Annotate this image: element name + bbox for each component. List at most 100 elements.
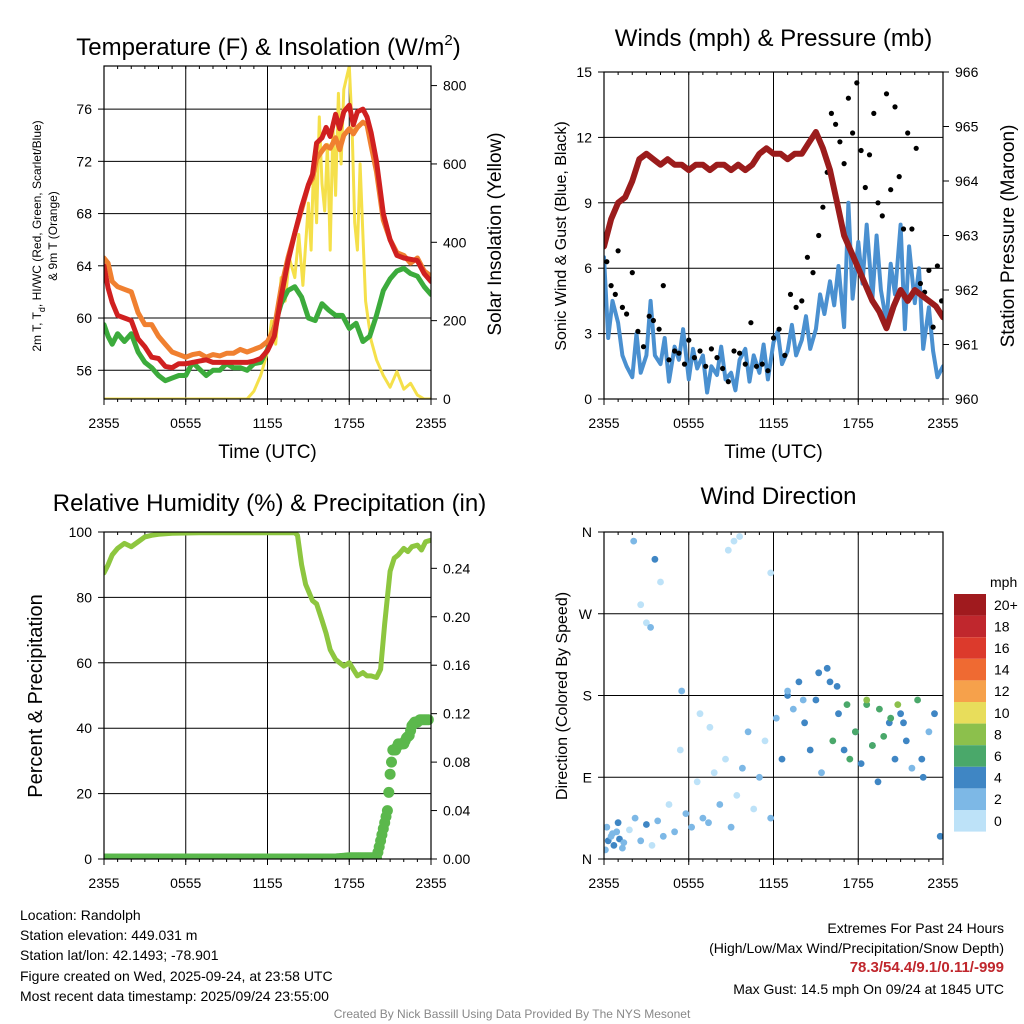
direction-point <box>647 624 654 631</box>
direction-point <box>733 792 741 799</box>
chart-panel-3: 2355 0555 1155 1755 2355 0 20 40 60 80 100 0.00 0.04… <box>25 490 486 891</box>
direction-point <box>705 819 712 827</box>
y-tick-label-left: 68 <box>76 206 92 222</box>
gust-point <box>666 357 672 363</box>
gust-point <box>608 283 614 289</box>
y-tick-label-left: E <box>583 769 592 785</box>
x-tick-label: 0555 <box>673 415 704 431</box>
y-tick-label-right: 0.04 <box>443 803 470 819</box>
gust-point <box>676 350 682 356</box>
direction-point <box>682 810 690 817</box>
plot-frame <box>603 71 944 400</box>
y-axis-label-left: Direction (Colored By Speed) <box>554 592 571 800</box>
chart-title: Wind Direction <box>700 483 856 510</box>
direction-point <box>736 533 743 540</box>
gust-point <box>930 324 936 330</box>
direction-point <box>706 723 714 731</box>
created-text: Figure created on Wed, 2025-09-24, at 23… <box>20 967 333 984</box>
colorbar: mph 20+ 18 16 14 12 10 8 6 4 2 0 <box>954 574 1018 832</box>
gust-point <box>619 304 626 310</box>
y-tick-label-left: 72 <box>76 153 92 169</box>
direction-point <box>806 746 814 754</box>
precip-point <box>384 768 396 780</box>
colorbar-swatch <box>954 702 986 724</box>
gust-point <box>875 200 881 206</box>
extremes-box: Extremes For Past 24 Hours (High/Low/Max… <box>709 918 1004 999</box>
y-tick-label-left: 56 <box>76 362 92 378</box>
y-tick-label-right: 800 <box>443 78 467 94</box>
gust-point <box>656 326 662 332</box>
gust-point <box>742 361 748 367</box>
y-tick-label-left: 100 <box>69 524 93 540</box>
gust-point <box>770 335 777 341</box>
chart-title-text: Temperature (F) & Insolation (W/m <box>76 34 444 61</box>
gust-point <box>854 80 860 86</box>
y-tick-label-left: 40 <box>76 720 92 736</box>
direction-point <box>750 805 758 813</box>
elevation-text: Station elevation: 449.031 m <box>20 927 198 944</box>
gust-point <box>934 263 941 269</box>
y-tick-label-right: 200 <box>443 313 467 329</box>
x-tick-label: 2355 <box>927 875 958 891</box>
direction-point <box>614 819 622 827</box>
direction-point <box>789 705 797 713</box>
plot-frame <box>103 531 432 860</box>
gust-point <box>866 152 873 158</box>
direction-point <box>688 823 695 831</box>
y-tick-label-right: 960 <box>955 391 979 407</box>
direction-point <box>902 737 910 745</box>
x-tick-label: 1155 <box>252 875 282 891</box>
y-tick-label-left: 6 <box>584 260 592 276</box>
direction-point <box>840 746 848 754</box>
gust-point <box>612 291 618 297</box>
x-tick-label: 1755 <box>334 875 365 891</box>
gust-point <box>793 304 799 310</box>
direction-point <box>761 737 769 745</box>
colorbar-swatch <box>954 637 986 659</box>
gust-point <box>939 298 943 304</box>
direction-point <box>767 814 775 822</box>
gust-point <box>900 226 907 232</box>
gust-point <box>615 248 621 254</box>
gust-point <box>879 213 885 219</box>
chart-title-suffix: ) <box>453 34 461 61</box>
plot-frame <box>603 531 944 860</box>
direction-point <box>710 769 718 777</box>
gust-point <box>845 95 852 101</box>
direction-point <box>900 719 907 727</box>
station-info: Location: Randolph Station elevation: 44… <box>20 905 333 1006</box>
gust-point <box>888 187 894 193</box>
direction-point <box>919 773 927 781</box>
x-tick-label: 0555 <box>170 415 201 431</box>
humidity-line <box>104 532 431 680</box>
y-axis-label-right: Station Pressure (Maroon) <box>998 125 1019 348</box>
pressure-line <box>604 129 943 332</box>
extremes-subtitle: (High/Low/Max Wind/Precipitation/Snow De… <box>709 940 1004 957</box>
gust-point <box>686 337 692 343</box>
y-tick-label-right: 0.00 <box>443 851 470 867</box>
y-tick-label-right: 0.20 <box>443 609 470 625</box>
y-tick-label-left: 80 <box>76 589 92 605</box>
gust-point <box>862 184 868 191</box>
x-tick-label: 0555 <box>673 875 704 891</box>
y-tick-label-right: 0.16 <box>443 657 470 673</box>
gust-point <box>624 311 630 317</box>
precip-point <box>383 786 395 798</box>
direction-point <box>657 578 664 586</box>
gust-point <box>820 204 826 210</box>
direction-point <box>651 555 659 563</box>
gust-point <box>787 291 794 297</box>
gust-point <box>731 348 737 354</box>
direction-point <box>696 710 704 718</box>
gust-point <box>883 91 890 97</box>
colorbar-label: 8 <box>994 726 1002 742</box>
colorbar-label: 18 <box>994 618 1010 634</box>
direction-point <box>863 696 871 704</box>
direction-point <box>604 823 611 831</box>
direction-point <box>801 719 808 727</box>
x-axis-label: Time (UTC) <box>218 442 317 463</box>
gust-point <box>837 139 843 145</box>
x-tick-label: 0555 <box>170 875 201 891</box>
x-tick-label: 1155 <box>758 875 788 891</box>
direction-point <box>693 778 701 786</box>
